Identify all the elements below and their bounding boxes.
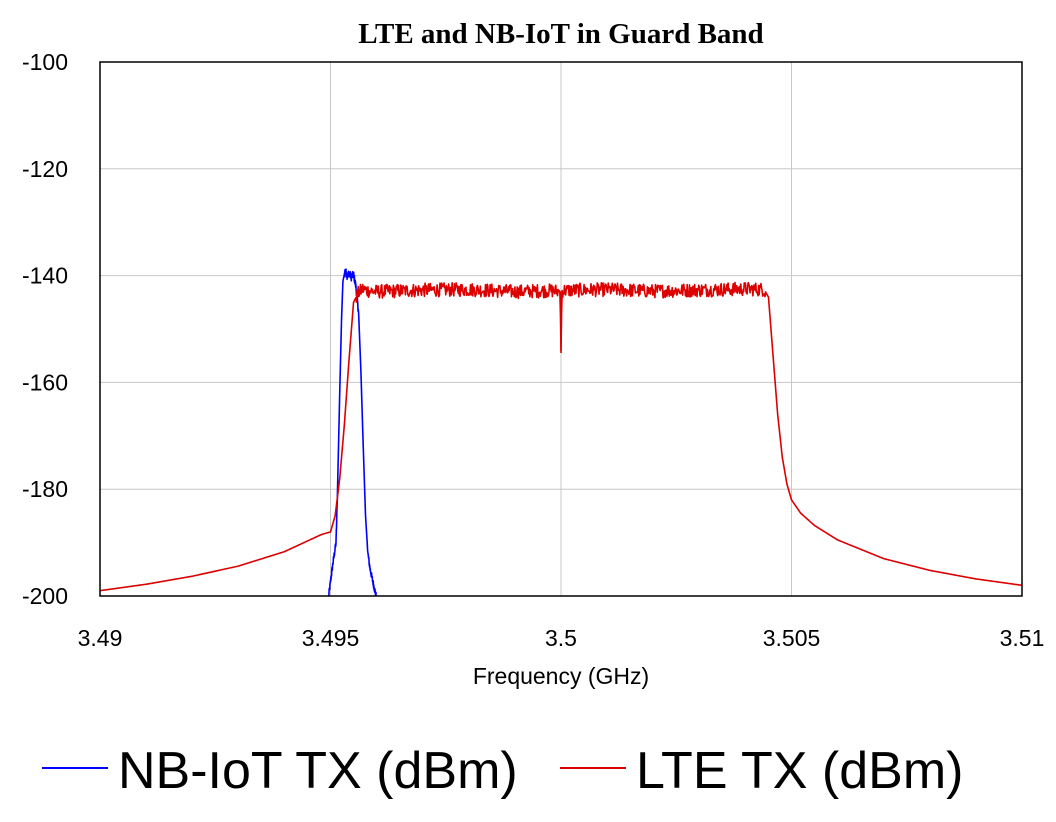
x-tick-label: 3.51 (1000, 625, 1045, 651)
chart-title: LTE and NB-IoT in Guard Band (358, 18, 763, 50)
legend-label: NB-IoT TX (dBm) (118, 742, 518, 800)
series-lines (99, 268, 1023, 597)
x-tick-label: 3.5 (545, 625, 577, 651)
y-tick-label: -100 (22, 49, 68, 75)
tick-labels: 3.49 3.495 3.5 3.505 3.51 -100 -120 -140 -160 -18… (22, 49, 1044, 651)
plot-frame (99, 61, 1023, 597)
y-tick-label: -180 (22, 476, 68, 502)
y-tick-label: -200 (22, 583, 68, 609)
x-tick-label: 3.505 (763, 625, 821, 651)
legend-label: LTE TX (dBm) (636, 742, 963, 800)
legend: NB-IoT TX (dBm) LTE TX (dBm) (42, 742, 963, 800)
x-tick-label: 3.495 (302, 625, 360, 651)
series-line-nb-iot (327, 268, 377, 597)
y-tick-label: -140 (22, 263, 68, 289)
y-tick-label: -160 (22, 369, 68, 395)
x-tick-label: 3.49 (78, 625, 123, 651)
x-axis-label: Frequency (GHz) (473, 663, 649, 689)
y-tick-label: -120 (22, 156, 68, 182)
